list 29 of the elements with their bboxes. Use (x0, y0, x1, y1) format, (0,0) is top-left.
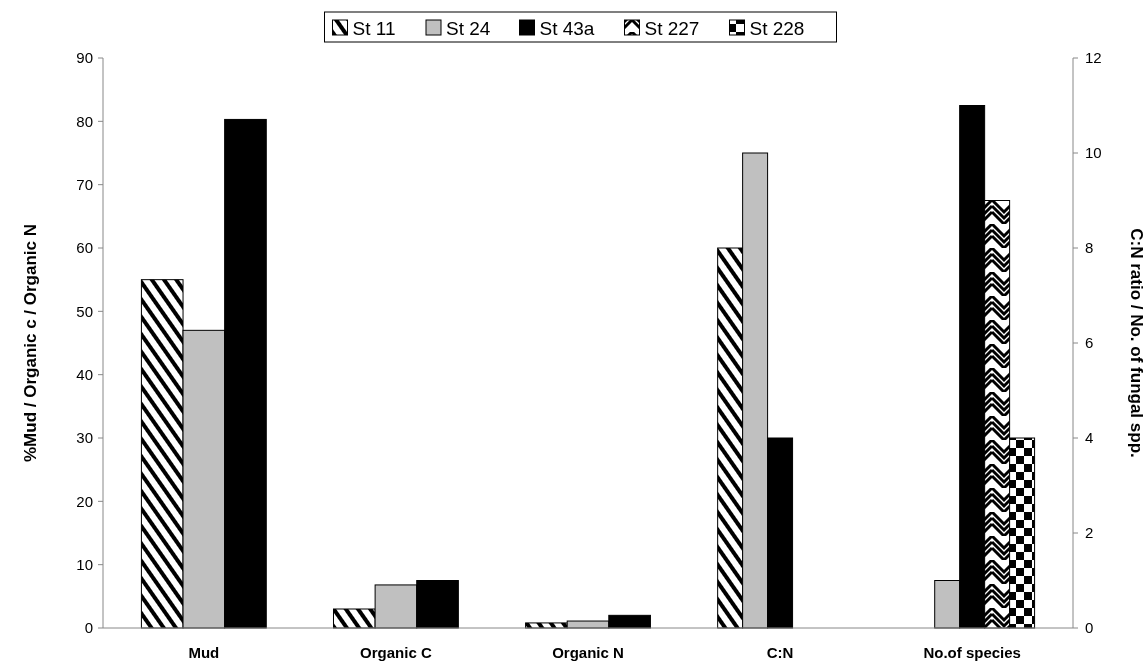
y-tick-label: 20 (76, 492, 93, 510)
x-tick-label: Organic N (552, 644, 624, 662)
y2-tick-label: 0 (1085, 619, 1094, 637)
y2-tick-label: 8 (1085, 239, 1094, 257)
y2-tick-label: 4 (1085, 429, 1094, 447)
y2-tick-label: 2 (1085, 524, 1094, 542)
legend-label: St 24 (446, 17, 491, 39)
legend-label: St 228 (749, 17, 805, 39)
legend-label: St 11 (352, 17, 396, 39)
y2-tick-label: 10 (1085, 144, 1102, 162)
y-tick-label: 40 (76, 365, 93, 383)
y-tick-label: 10 (76, 555, 93, 573)
y-tick-label: 50 (76, 302, 93, 320)
y-tick-label: 0 (84, 619, 93, 637)
x-tick-label: No.of species (923, 644, 1021, 662)
legend-label: St 227 (644, 17, 700, 39)
y2-axis-title: C:N ratio / No. of fungal spp. (1127, 228, 1145, 458)
y2-tick-label: 6 (1085, 334, 1094, 352)
x-tick-label: Organic C (360, 644, 432, 662)
x-tick-label: C:N (766, 644, 794, 662)
y-tick-label: 80 (76, 112, 93, 130)
x-tick-label: Mud (188, 644, 220, 662)
y-tick-label: 60 (76, 239, 93, 257)
y-tick-label: 70 (76, 175, 93, 193)
y-axis-title: %Mud / Organic c / Organic N (21, 223, 40, 463)
y-tick-label: 90 (76, 49, 93, 67)
y2-tick-label: 12 (1085, 49, 1102, 67)
y-tick-label: 30 (76, 429, 93, 447)
legend-label: St 43a (539, 17, 595, 39)
